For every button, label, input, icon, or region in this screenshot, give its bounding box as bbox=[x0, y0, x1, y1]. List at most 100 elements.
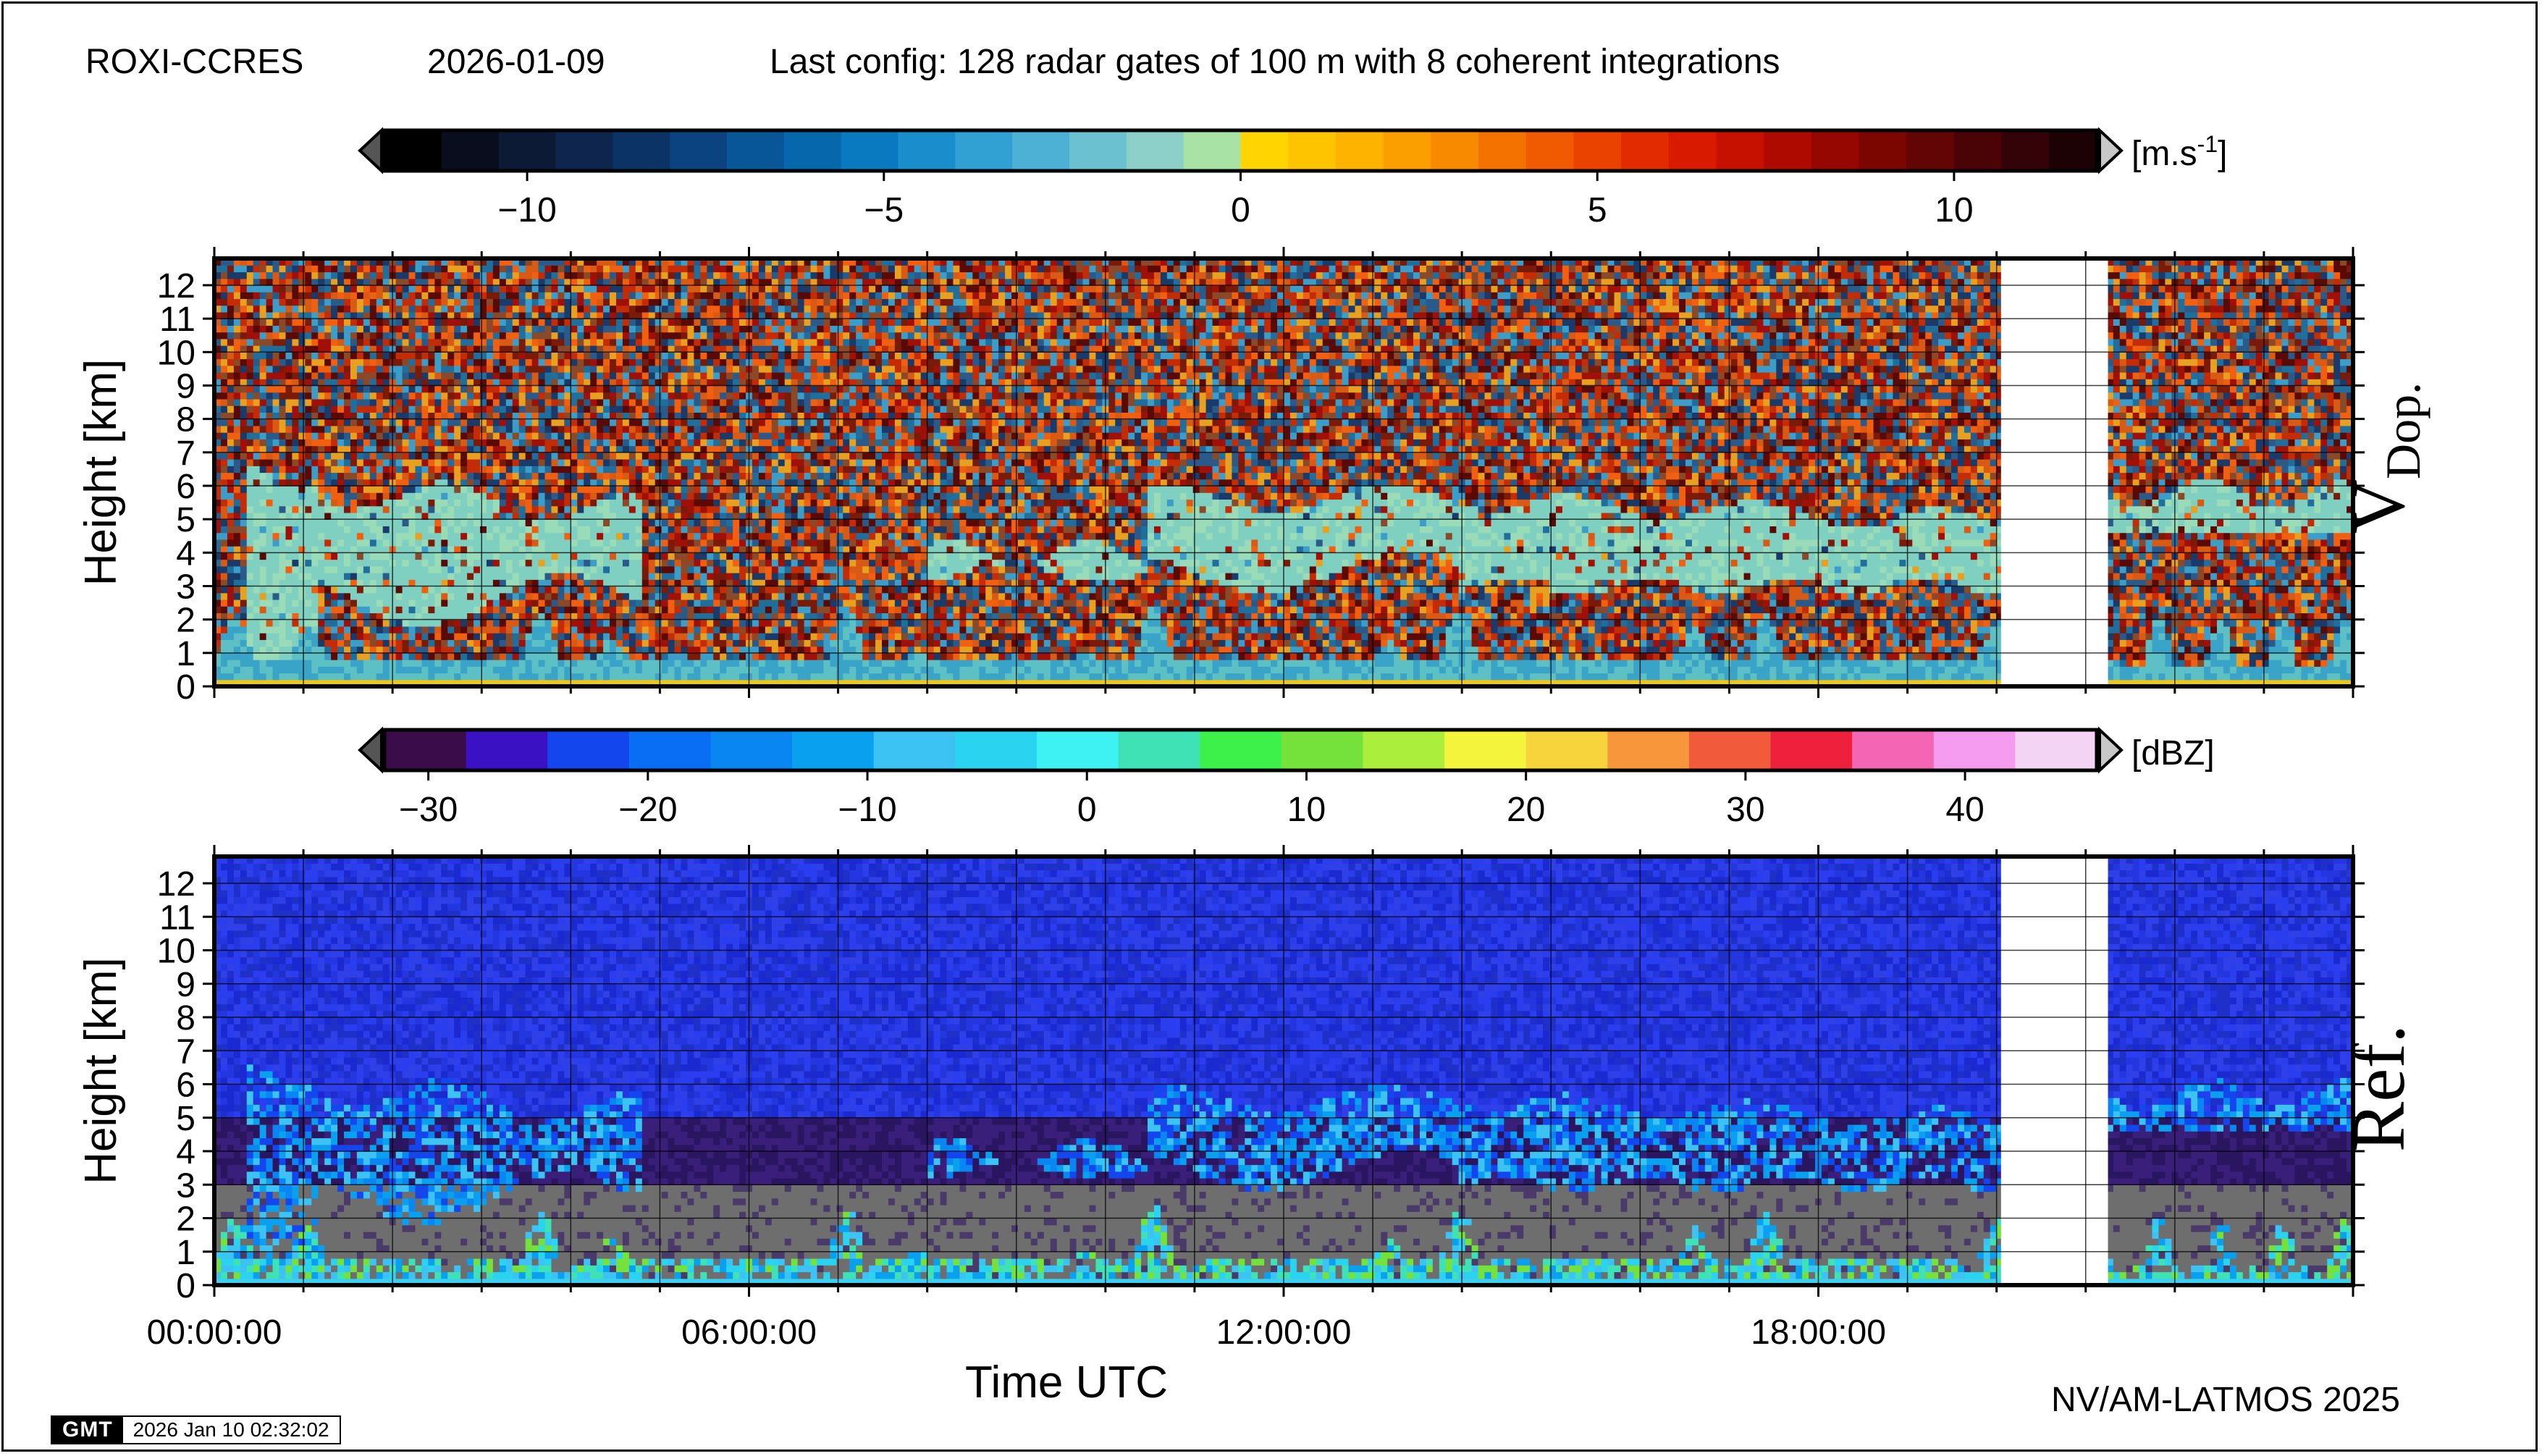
ref-colorbar-high-arrow bbox=[2098, 726, 2124, 774]
ref-colorbar-swatch bbox=[1118, 730, 1200, 770]
vdop-colorbar-swatch bbox=[613, 130, 670, 171]
vdop-colorbar-swatch bbox=[441, 130, 500, 171]
ref-ytick-label: 4 bbox=[176, 1133, 195, 1171]
vdop-colorbar-swatch bbox=[1478, 130, 1527, 171]
vdop-colorbar-high-arrow bbox=[2098, 127, 2124, 174]
vdop-colorbar-tick-label: 5 bbox=[1588, 191, 1607, 230]
ref-colorbar-tick-label: 40 bbox=[1945, 791, 1984, 829]
ref-ytick-label: 12 bbox=[157, 865, 195, 904]
ref-colorbar-swatch bbox=[384, 730, 467, 770]
vdop-ytick-label: 12 bbox=[157, 267, 195, 306]
ref-colorbar-tick-label: 0 bbox=[1077, 791, 1097, 829]
vdop-heatmap bbox=[214, 258, 2353, 686]
vdop-ytick-label: 3 bbox=[176, 568, 195, 606]
ref-colorbar-swatch bbox=[1281, 730, 1364, 770]
vdop-ytick-label: 10 bbox=[157, 334, 195, 372]
ref-colorbar-swatch bbox=[1363, 730, 1445, 770]
vdop-colorbar-swatch bbox=[1906, 130, 1955, 171]
ref-colorbar-swatch bbox=[628, 730, 712, 770]
ref-colorbar-tick-label: 20 bbox=[1507, 791, 1545, 829]
vdop-ytick-label: 1 bbox=[176, 635, 195, 673]
vdop-colorbar-swatch bbox=[955, 130, 1013, 171]
ref-colorbar-swatch bbox=[547, 730, 630, 770]
ref-colorbar-swatch bbox=[955, 730, 1038, 770]
vdop-panel-label: VDop. bbox=[2337, 382, 2431, 534]
ref-colorbar-tick-label: 30 bbox=[1726, 791, 1764, 829]
vdop-colorbar-low-arrow bbox=[358, 127, 383, 174]
ref-ytick-label: 0 bbox=[176, 1267, 195, 1305]
vdop-ytick-label: 2 bbox=[176, 602, 195, 640]
vdop-colorbar-swatch bbox=[1012, 130, 1070, 171]
ref-colorbar-swatch bbox=[710, 730, 793, 770]
xtick-label: 12:00:00 bbox=[1216, 1313, 1352, 1352]
xtick-label: 00:00:00 bbox=[147, 1313, 282, 1352]
ref-ytick-label: 7 bbox=[176, 1032, 195, 1071]
vdop-colorbar-tick-label: −10 bbox=[497, 191, 556, 230]
plot-date: 2026-01-09 bbox=[427, 45, 605, 80]
vdop-colorbar-tick-label: 10 bbox=[1935, 191, 1973, 230]
ref-ytick-label: 5 bbox=[176, 1100, 195, 1138]
vdop-colorbar-swatch bbox=[1573, 130, 1622, 171]
vdop-colorbar-swatch bbox=[1764, 130, 1812, 171]
vdop-colorbar-swatch bbox=[670, 130, 728, 171]
vdop-colorbar-swatch bbox=[1953, 130, 2003, 171]
vdop-colorbar-swatch bbox=[1288, 130, 1337, 171]
ref-colorbar-swatch bbox=[1933, 730, 2016, 770]
vdop-ytick-label: 8 bbox=[176, 401, 195, 439]
vdop-colorbar-swatch bbox=[841, 130, 899, 171]
vdop-ylabel: Height [km] bbox=[76, 359, 126, 586]
vdop-colorbar-tick-label: 0 bbox=[1231, 191, 1250, 230]
ref-colorbar-outline bbox=[382, 728, 2099, 773]
vdop-ytick-label: 4 bbox=[176, 534, 195, 573]
ref-ytick-label: 8 bbox=[176, 999, 195, 1038]
ref-colorbar-swatch bbox=[873, 730, 956, 770]
ref-colorbar-swatch bbox=[1607, 730, 1690, 770]
ref-colorbar-unit: [dBZ] bbox=[2131, 734, 2215, 773]
ref-colorbar-swatch bbox=[1770, 730, 1853, 770]
credit-text: NV/AM-LATMOS 2025 bbox=[2051, 1383, 2400, 1418]
vdop-colorbar-swatch bbox=[1335, 130, 1384, 171]
ref-data-gap bbox=[2000, 857, 2108, 1285]
ref-colorbar-swatch bbox=[1200, 730, 1282, 770]
ref-ytick-label: 10 bbox=[157, 933, 195, 971]
ref-ytick-label: 9 bbox=[176, 966, 195, 1004]
vdop-ytick-label: 7 bbox=[176, 434, 195, 473]
ref-colorbar: −30 −20 −10 0 10 20 30 40 [dBZ] bbox=[358, 726, 2215, 829]
ref-colorbar-tick-label: −20 bbox=[618, 791, 677, 829]
vdop-colorbar-swatch bbox=[1431, 130, 1479, 171]
gmt-logo: GMT bbox=[52, 1417, 123, 1443]
config-description: Last config: 128 radar gates of 100 m wi… bbox=[770, 45, 1780, 80]
ref-heatmap bbox=[214, 857, 2353, 1285]
vdop-colorbar-swatch bbox=[1126, 130, 1184, 171]
xtick-label: 06:00:00 bbox=[681, 1313, 817, 1352]
vdop-colorbar-swatch bbox=[1621, 130, 1670, 171]
vdop-colorbar-tick-label: −5 bbox=[864, 191, 904, 230]
vdop-colorbar-swatch bbox=[384, 130, 442, 171]
ref-ytick-label: 6 bbox=[176, 1066, 195, 1105]
ref-colorbar-swatch bbox=[1525, 730, 1609, 770]
ref-colorbar-low-arrow bbox=[358, 726, 383, 774]
vdop-colorbar-swatch bbox=[727, 130, 785, 171]
vdop-colorbar-swatch bbox=[898, 130, 956, 171]
vdop-data-gap bbox=[2000, 258, 2108, 686]
vdop-colorbar: −10 −5 0 5 10 [m.s-1] bbox=[358, 127, 2227, 230]
xlabel: Time UTC bbox=[965, 1358, 1168, 1407]
ref-colorbar-swatch bbox=[792, 730, 875, 770]
vdop-ytick-label: 11 bbox=[159, 300, 195, 339]
ref-panel-label: Ref. bbox=[2337, 1024, 2420, 1152]
vdop-ytick-label: 0 bbox=[176, 668, 195, 707]
vdop-colorbar-swatch bbox=[1383, 130, 1432, 171]
ref-ytick-label: 1 bbox=[176, 1234, 195, 1272]
vdop-ytick-label: 6 bbox=[176, 468, 195, 506]
vdop-ytick-label: 9 bbox=[176, 367, 195, 405]
ref-colorbar-swatch bbox=[1688, 730, 1772, 770]
ref-colorbar-swatch bbox=[1444, 730, 1527, 770]
vdop-colorbar-swatch bbox=[783, 130, 842, 171]
vdop-colorbar-swatch bbox=[498, 130, 557, 171]
vdop-colorbar-swatch bbox=[1525, 130, 1575, 171]
xtick-label: 18:00:00 bbox=[1751, 1313, 1886, 1352]
